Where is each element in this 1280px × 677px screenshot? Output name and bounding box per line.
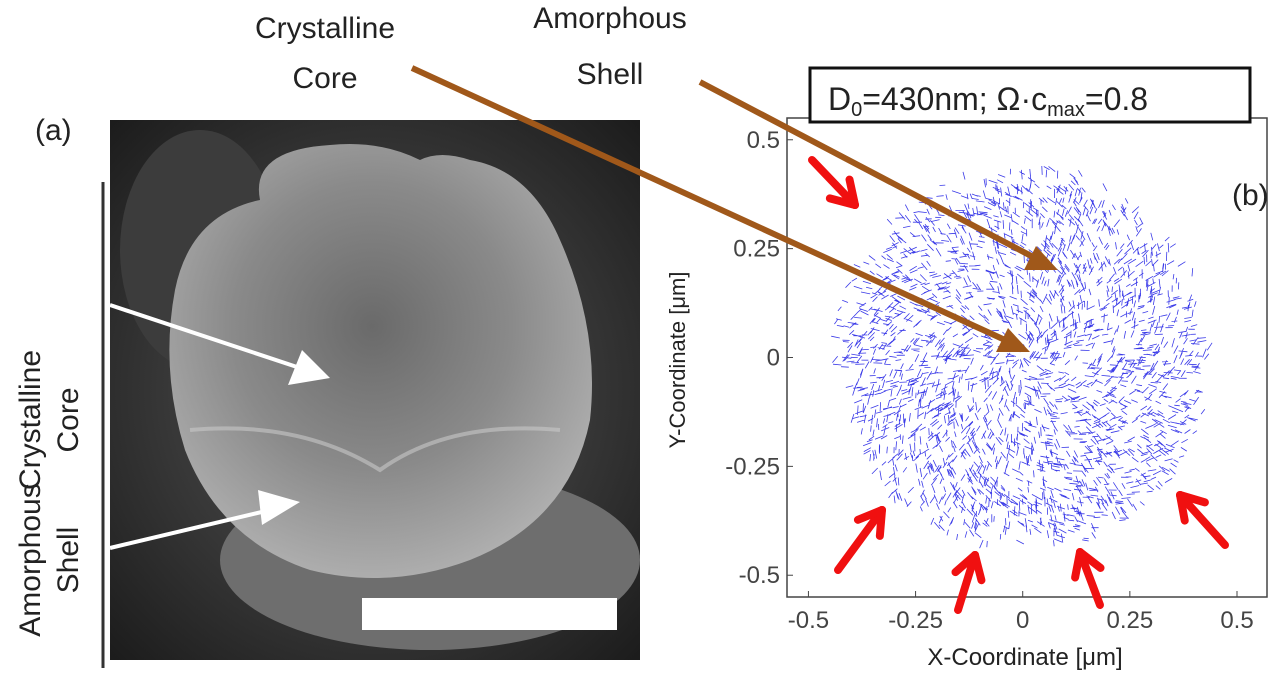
red-arrow bbox=[1076, 548, 1104, 609]
white-arrow-shell bbox=[109, 490, 300, 550]
red-arrow-head bbox=[825, 194, 859, 209]
svg-text:Core: Core bbox=[52, 387, 85, 452]
svg-text:Amorphous: Amorphous bbox=[14, 483, 47, 636]
parameter-legend: D0=430nm; Ω·cmax=0.8 bbox=[808, 66, 1252, 124]
top-label-shell-1: Amorphous bbox=[533, 2, 686, 35]
svg-text:Shell: Shell bbox=[52, 527, 85, 594]
y-tick-label: -0.25 bbox=[725, 453, 780, 480]
x-axis-label: X-Coordinate [μm] bbox=[927, 644, 1122, 671]
top-label-core-2: Core bbox=[292, 62, 357, 95]
x-tick-label: -0.25 bbox=[888, 607, 943, 634]
y-tick-label: 0.25 bbox=[733, 236, 780, 263]
side-label-core: Crystalline Core bbox=[14, 350, 85, 490]
y-axis-label: Y-Coordinate [μm] bbox=[665, 272, 690, 449]
sem-image bbox=[101, 120, 640, 668]
x-tick-label: 0.5 bbox=[1220, 607, 1253, 634]
mesh-plot bbox=[831, 165, 1213, 549]
red-arrow-head bbox=[1076, 548, 1105, 572]
y-tick-label: 0.5 bbox=[747, 127, 780, 154]
y-tick-label: -0.5 bbox=[739, 562, 780, 589]
white-arrow-core bbox=[109, 303, 330, 385]
red-arrow bbox=[954, 551, 979, 614]
red-arrow-head bbox=[875, 506, 886, 540]
x-tick-label: -0.5 bbox=[788, 607, 829, 634]
svg-text:D0=430nm; Ω·cmax=0.8: D0=430nm; Ω·cmax=0.8 bbox=[828, 81, 1148, 121]
y-tick-label: 0 bbox=[767, 345, 780, 372]
x-tick-label: 0.25 bbox=[1106, 607, 1153, 634]
x-tick-label: 0 bbox=[1016, 607, 1029, 634]
red-arrow bbox=[1176, 491, 1229, 549]
side-label-shell: Amorphous Shell bbox=[14, 483, 85, 636]
red-arrow-head bbox=[1176, 491, 1209, 507]
red-arrow bbox=[834, 506, 886, 574]
top-label-shell-2: Shell bbox=[577, 58, 644, 91]
red-arrow bbox=[808, 156, 859, 209]
panel-b-label: (b) bbox=[1232, 179, 1269, 212]
panel-a-label: (a) bbox=[35, 114, 72, 147]
red-arrows bbox=[808, 156, 1229, 614]
mesh-lines bbox=[831, 165, 1213, 549]
brown-arrow-shell bbox=[698, 79, 1058, 270]
red-arrow-head bbox=[971, 551, 986, 585]
brown-arrow-core bbox=[410, 65, 1030, 352]
svg-text:Crystalline: Crystalline bbox=[14, 350, 47, 490]
top-label-core-1: Crystalline bbox=[255, 12, 395, 45]
scale-bar bbox=[362, 598, 617, 630]
axis-ticks: -0.5 -0.25 0 0.25 0.5 0.5 0.25 0 -0.25 -0.5 bbox=[725, 127, 1253, 634]
